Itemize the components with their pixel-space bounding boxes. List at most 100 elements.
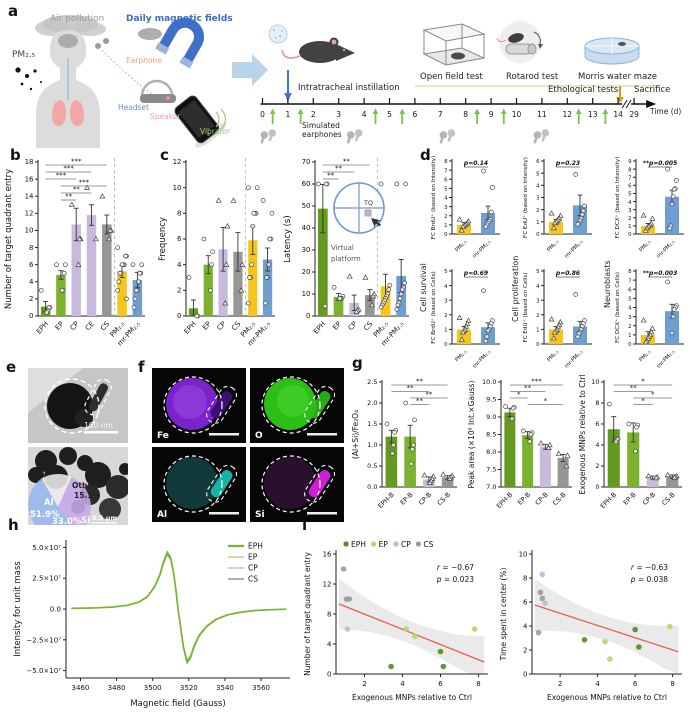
data-point-circle [665, 279, 670, 285]
scatter-point-EP [471, 626, 478, 632]
legend-label: CP [248, 564, 258, 573]
y-tick-label: 0 [177, 312, 181, 320]
data-point-circle [483, 338, 489, 344]
eds-map-al: Al [152, 447, 246, 522]
rotarod-icon [496, 21, 543, 63]
data-point-circle [520, 428, 526, 434]
sig-stars: * [641, 378, 645, 386]
axis-break-slash [621, 99, 628, 109]
earphone-day-arrowhead [269, 108, 276, 114]
chart-dcx-intensity: 0 1 2 3 4 5 6 7 8 9 FC DCX⁺ (based on Intensity) PM… [614, 157, 684, 260]
scatter-point-CS [539, 595, 546, 602]
scatter-point-CP [542, 600, 548, 606]
x-tick-label: mr-PM₂.₅ [656, 239, 677, 260]
data-point-triangle [458, 336, 465, 342]
y-tick-label: 3 [444, 298, 447, 304]
correlation-annotation: p = 0.023 [436, 575, 475, 584]
y-tick-label: 0 [327, 670, 331, 678]
p-value-label: p=0.69 [463, 270, 488, 277]
data-point-circle [115, 287, 121, 293]
x-tick-label: EP-B [516, 491, 532, 507]
data-point-circle [409, 446, 415, 452]
legend-label: EPH [248, 542, 263, 551]
tem-top-svg: 100 nm [28, 368, 128, 443]
earphone-label: Earphone [126, 56, 162, 65]
data-point-circle [247, 275, 252, 280]
y-tick-label: 3 [536, 196, 539, 202]
y-tick-label: 5 [444, 187, 447, 193]
correlation-annotation: r = −0.67 [437, 563, 474, 572]
data-point-circle [316, 181, 321, 187]
y-tick-label: 9.5 [486, 396, 496, 404]
eds-map-si: Si [250, 447, 344, 522]
data-point-triangle [440, 471, 447, 477]
p-value-label: p=0.86 [555, 270, 580, 277]
y-tick-label: 0 [306, 312, 310, 320]
inset-caption: Virtual [331, 244, 354, 252]
data-point-circle [378, 181, 384, 187]
cursor-icon [371, 218, 381, 227]
bar-CS [364, 295, 375, 316]
x-tick-label: PM₂.₅ [454, 349, 468, 363]
y-tick-label: 2 [444, 313, 447, 319]
scatter-point-CS [535, 629, 542, 636]
y-tick-label: 8 [628, 269, 632, 275]
timeline-day-label: 13 [588, 110, 598, 119]
scale-bar [307, 433, 337, 436]
data-point-circle [575, 221, 581, 227]
data-point-triangle [551, 329, 558, 335]
data-point-circle [250, 223, 256, 229]
earbud-stem [346, 135, 352, 144]
y-axis-title: FC DCX⁺ (based on Intensity) [614, 157, 621, 239]
data-point-circle [322, 303, 328, 309]
y-tick-label: 0 [536, 342, 540, 348]
p-value-label: p=0.23 [555, 160, 580, 167]
data-point-circle [670, 194, 676, 200]
data-point-triangle [75, 261, 82, 267]
y-tick-label: 1 [628, 224, 631, 230]
data-point-circle [671, 187, 677, 192]
correlation-annotation: r = −0.63 [631, 563, 668, 572]
bar-EP [56, 274, 66, 316]
element-label-fe: Fe [157, 431, 169, 441]
data-point-circle [510, 405, 516, 411]
data-point-triangle [68, 201, 75, 207]
correlation-annotation: p = 0.038 [630, 575, 669, 584]
y-tick-label: 8 [444, 159, 448, 165]
scatter-point-EPH [581, 637, 588, 643]
axis-break-mask [622, 100, 632, 108]
data-point-circle [378, 304, 384, 310]
earphone-day-arrowhead [602, 108, 609, 114]
legend-label: EP [379, 540, 389, 549]
open-field-box-icon [422, 23, 486, 66]
y-tick-label: 5 [628, 192, 631, 198]
chart-brdu-cells: 0 1 2 3 4 5 FC BrdU⁺ (based on Cells) PM₂.₅ mr-P… [430, 269, 500, 370]
panel-label-b: b [10, 146, 21, 164]
data-point-triangle [671, 474, 678, 480]
big-arrow-icon [232, 54, 268, 86]
y-tick-label: 4 [536, 184, 540, 190]
data-point-circle [116, 279, 122, 285]
panel-label-e: e [6, 358, 17, 376]
x-tick-label: EP-B [622, 491, 638, 507]
scatter-point-CP [344, 626, 351, 632]
y-axis-title: Frequency [158, 217, 168, 261]
legend-label: EPH [351, 540, 366, 549]
chart-brdu-intensity: 0 1 2 3 4 5 6 7 8 FC BrdU⁺ (based on Intensity) PM… [430, 156, 500, 260]
y-tick-label: 2 [536, 313, 539, 319]
x-tick-label: 2 [362, 680, 366, 688]
chart-epr-spectrum: 5.0×10⁷ 2.5×10⁷ 0.0 −2.5×10⁷ −5.0×10⁷ 3460 348… [13, 540, 290, 709]
sig-stars: ** [343, 158, 351, 166]
y-tick-label: 1 [628, 333, 631, 339]
y-tick-label: 2 [523, 646, 527, 654]
data-point-circle [573, 292, 578, 297]
data-point-circle [412, 417, 417, 423]
y-tick-label: 5.0×10⁷ [32, 544, 61, 552]
data-point-circle [201, 236, 207, 242]
data-point-triangle [563, 462, 570, 469]
data-point-circle [136, 279, 141, 285]
data-point-circle [139, 262, 145, 268]
x-tick-label: EPH [312, 320, 327, 336]
data-point-circle [671, 306, 677, 312]
y-tick-label: 12 [25, 210, 34, 218]
